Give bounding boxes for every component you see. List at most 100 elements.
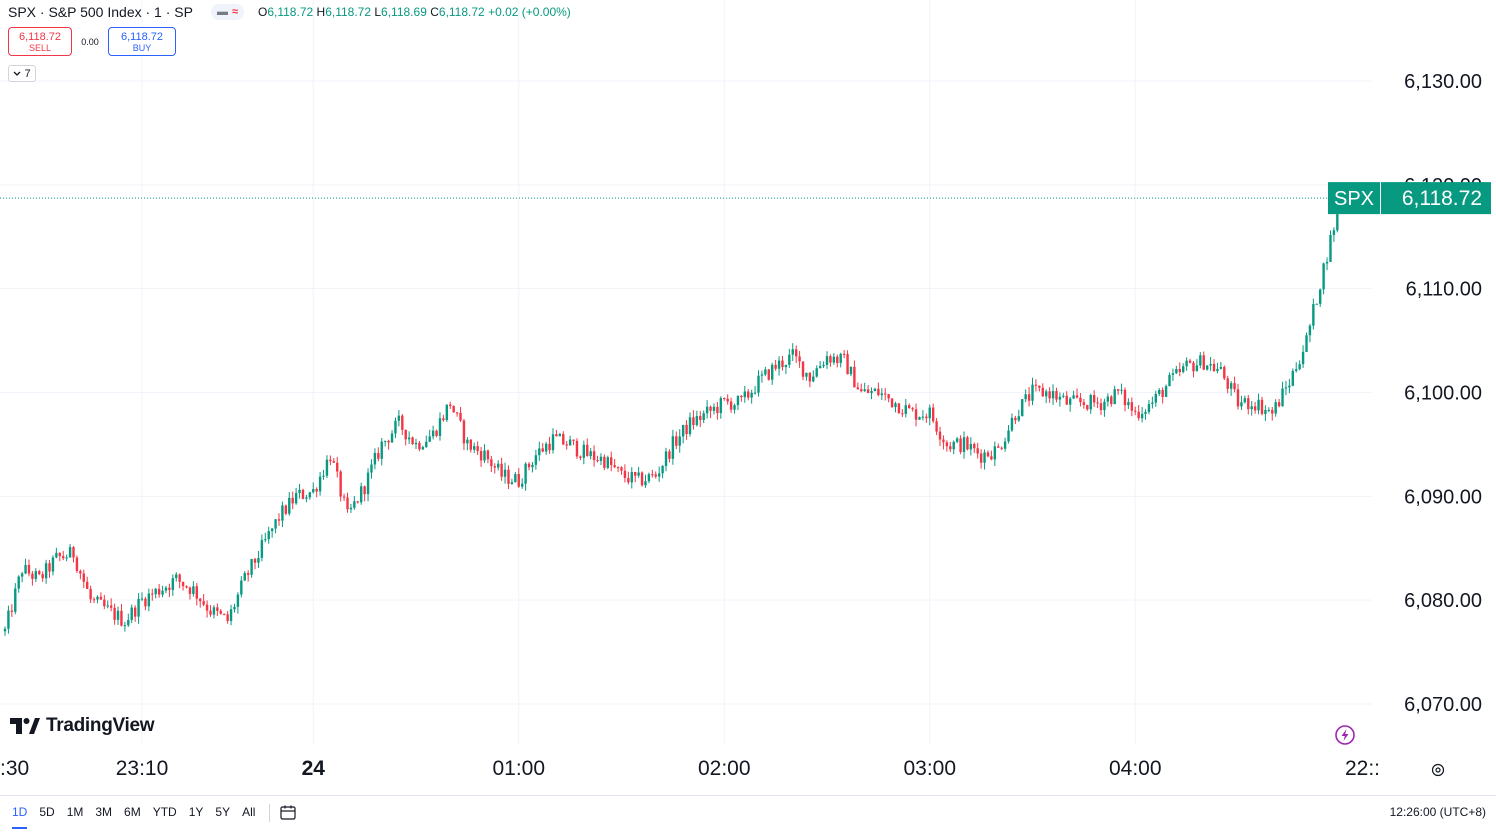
candle-body[interactable] [589, 451, 592, 457]
candle-body[interactable] [966, 437, 969, 450]
candle-body[interactable] [671, 436, 675, 459]
candle-body[interactable] [1192, 362, 1195, 372]
candle-body[interactable] [592, 451, 596, 461]
candle-body[interactable] [404, 429, 407, 440]
candle-body[interactable] [976, 448, 979, 454]
candle-body[interactable] [969, 444, 973, 450]
candle-body[interactable] [157, 588, 161, 595]
candle-body[interactable] [979, 453, 983, 463]
candle-body[interactable] [1277, 402, 1281, 407]
candle-body[interactable] [431, 430, 435, 437]
candle-body[interactable] [1250, 406, 1253, 410]
candle-body[interactable] [1120, 389, 1123, 391]
candle-body[interactable] [34, 571, 38, 579]
candle-body[interactable] [781, 360, 784, 368]
candle-body[interactable] [616, 467, 620, 469]
candle-body[interactable] [514, 474, 517, 483]
candle-body[interactable] [647, 474, 651, 482]
candle-body[interactable] [377, 453, 380, 459]
candle-body[interactable] [154, 588, 157, 595]
candle-body[interactable] [524, 463, 527, 484]
candle-body[interactable] [565, 444, 568, 446]
candle-body[interactable] [1164, 386, 1168, 397]
candle-body[interactable] [130, 607, 133, 620]
candle-body[interactable] [1116, 389, 1120, 391]
candle-body[interactable] [884, 393, 887, 395]
indicators-collapse-button[interactable]: 7 [8, 65, 36, 82]
candle-body[interactable] [1171, 373, 1175, 375]
candle-body[interactable] [1253, 406, 1257, 411]
candle-body[interactable] [490, 459, 493, 467]
tradingview-logo[interactable]: TradingView [10, 715, 155, 737]
candle-body[interactable] [733, 405, 736, 410]
candle-body[interactable] [332, 461, 335, 463]
candle-body[interactable] [1188, 360, 1192, 363]
candle-body[interactable] [1062, 395, 1065, 397]
candle-body[interactable] [678, 436, 681, 446]
candle-body[interactable] [1185, 360, 1188, 367]
candle-body[interactable] [1291, 370, 1294, 386]
candle-body[interactable] [469, 439, 472, 450]
candle-body[interactable] [109, 605, 113, 608]
candle-body[interactable] [171, 578, 175, 590]
candle-body[interactable] [390, 433, 394, 443]
candle-body[interactable] [740, 395, 743, 398]
candle-body[interactable] [764, 369, 767, 375]
candle-body[interactable] [651, 474, 654, 476]
candle-body[interactable] [308, 492, 312, 498]
candle-body[interactable] [1325, 261, 1329, 264]
candle-body[interactable] [544, 443, 548, 452]
candle-body[interactable] [401, 415, 404, 430]
candle-body[interactable] [455, 412, 459, 414]
candle-body[interactable] [918, 417, 921, 420]
candle-body[interactable] [654, 474, 657, 477]
candle-body[interactable] [1322, 263, 1325, 290]
candle-body[interactable] [997, 446, 1000, 448]
candle-body[interactable] [55, 552, 58, 558]
candle-body[interactable] [784, 364, 788, 368]
candle-body[interactable] [1017, 416, 1020, 421]
candle-body[interactable] [1092, 395, 1096, 403]
candle-body[interactable] [1175, 369, 1178, 374]
candle-body[interactable] [829, 356, 832, 363]
candle-body[interactable] [188, 587, 192, 594]
candle-body[interactable] [866, 389, 870, 394]
candle-body[interactable] [805, 372, 808, 377]
candle-body[interactable] [394, 420, 397, 434]
clock-timezone[interactable]: 12:26:00 (UTC+8) [1389, 805, 1486, 819]
candle-body[interactable] [425, 441, 428, 448]
candle-body[interactable] [1103, 401, 1106, 411]
candle-body[interactable] [599, 456, 603, 462]
candle-body[interactable] [1182, 366, 1185, 373]
candle-body[interactable] [1240, 402, 1243, 407]
candle-body[interactable] [387, 440, 390, 443]
range-button-all[interactable]: All [242, 805, 256, 819]
candle-body[interactable] [1332, 230, 1336, 235]
candle-body[interactable] [133, 607, 137, 617]
candle-body[interactable] [1137, 411, 1140, 419]
candle-body[interactable] [298, 489, 301, 494]
candle-body[interactable] [459, 412, 462, 421]
candle-body[interactable] [1216, 368, 1219, 372]
candle-body[interactable] [962, 437, 966, 453]
range-button-5y[interactable]: 5Y [215, 805, 231, 819]
candle-body[interactable] [1233, 383, 1236, 390]
candle-body[interactable] [712, 406, 716, 411]
candle-body[interactable] [973, 444, 976, 449]
sell-button[interactable]: 6,118.72 SELL [8, 27, 72, 56]
candle-body[interactable] [887, 394, 890, 399]
candle-body[interactable] [1298, 364, 1301, 370]
candle-body[interactable] [942, 439, 945, 443]
candle-body[interactable] [503, 469, 507, 477]
candle-body[interactable] [760, 374, 764, 376]
candle-body[interactable] [1158, 389, 1161, 394]
candle-body[interactable] [1301, 351, 1305, 365]
candle-body[interactable] [1212, 363, 1216, 372]
candle-body[interactable] [685, 424, 688, 435]
candle-body[interactable] [849, 366, 853, 375]
candle-body[interactable] [568, 439, 572, 446]
candle-body[interactable] [209, 610, 212, 615]
candle-body[interactable] [726, 398, 729, 402]
buy-button[interactable]: 6,118.72 BUY [108, 27, 176, 56]
